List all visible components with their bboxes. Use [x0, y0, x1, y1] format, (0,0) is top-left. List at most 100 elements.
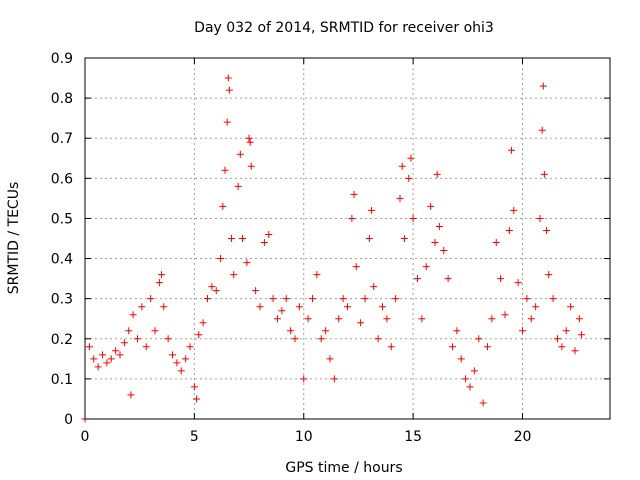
- data-point: [173, 359, 181, 367]
- data-point: [484, 343, 491, 351]
- data-point: [357, 319, 365, 327]
- x-tick-labels: 0 5 10 15 20: [81, 429, 532, 445]
- y-tick-label: 0.2: [51, 332, 73, 348]
- data-point: [457, 355, 465, 363]
- data-point: [219, 202, 227, 210]
- data-point: [405, 174, 413, 182]
- data-point: [155, 279, 163, 287]
- data-point: [230, 271, 238, 279]
- data-point: [282, 295, 290, 303]
- data-point: [186, 343, 194, 351]
- data-point: [217, 255, 225, 263]
- data-point: [536, 214, 544, 222]
- data-point: [545, 271, 553, 279]
- data-point: [260, 239, 268, 247]
- data-point: [368, 206, 376, 214]
- data-point: [344, 303, 351, 311]
- data-point: [523, 295, 531, 303]
- data-point: [304, 315, 312, 323]
- data-point: [497, 275, 505, 283]
- data-points: [81, 74, 586, 423]
- data-point: [539, 82, 547, 90]
- data-point: [245, 134, 253, 142]
- data-point: [236, 150, 244, 158]
- data-point: [193, 395, 201, 403]
- y-tick-label: 0.5: [51, 211, 73, 227]
- data-point: [256, 303, 264, 311]
- data-point: [169, 351, 176, 359]
- data-point: [322, 327, 330, 335]
- data-point: [164, 335, 172, 343]
- data-point: [90, 355, 98, 363]
- x-tick-label: 0: [81, 429, 90, 445]
- data-point: [160, 303, 168, 311]
- data-point: [339, 295, 347, 303]
- data-point: [370, 283, 378, 291]
- data-point: [433, 170, 441, 178]
- data-point: [365, 235, 373, 242]
- data-point: [107, 355, 115, 363]
- data-point: [462, 375, 470, 383]
- y-tick-label: 0.7: [51, 131, 73, 147]
- data-point: [510, 206, 518, 214]
- data-point: [190, 383, 198, 391]
- y-tick-label: 0: [64, 412, 73, 428]
- data-point: [94, 363, 102, 371]
- data-point: [361, 295, 369, 303]
- data-point: [269, 295, 277, 303]
- data-point: [488, 315, 496, 323]
- y-tick-labels: 0 0.1 0.2 0.3 0.4 0.5 0.6 0.7 0.8 0.9: [51, 51, 73, 428]
- y-tick-label: 0.8: [51, 91, 73, 107]
- data-point: [134, 335, 141, 343]
- data-point: [348, 214, 356, 222]
- data-point: [265, 230, 273, 238]
- y-tick-label: 0.1: [51, 372, 73, 388]
- data-point: [151, 327, 159, 335]
- data-point: [571, 347, 579, 355]
- axis-ticks: [84, 57, 610, 420]
- data-point: [440, 247, 448, 255]
- y-tick-label: 0.9: [51, 51, 73, 67]
- data-point: [527, 315, 535, 323]
- data-point: [508, 146, 516, 154]
- data-point: [330, 375, 338, 383]
- data-point: [208, 283, 216, 291]
- data-point: [246, 138, 254, 146]
- data-point: [223, 118, 231, 126]
- data-point: [147, 295, 155, 303]
- data-point: [182, 355, 190, 363]
- data-point: [224, 74, 232, 82]
- data-point: [287, 327, 295, 335]
- data-point: [398, 162, 406, 170]
- data-point: [575, 315, 583, 323]
- data-point: [239, 235, 246, 242]
- data-point: [543, 226, 551, 234]
- data-point: [379, 303, 386, 311]
- data-point: [578, 331, 586, 339]
- data-point: [407, 154, 415, 162]
- data-point: [562, 327, 570, 335]
- data-point: [142, 343, 150, 351]
- data-point: [396, 194, 404, 202]
- chart-title: Day 032 of 2014, SRMTID for receiver ohi…: [194, 20, 494, 36]
- data-point: [300, 375, 308, 383]
- x-tick-label: 10: [295, 429, 313, 445]
- data-point: [278, 307, 286, 315]
- data-point: [199, 319, 207, 327]
- data-point: [383, 315, 391, 323]
- x-tick-label: 20: [514, 429, 532, 445]
- data-point: [418, 315, 426, 323]
- data-point: [422, 263, 430, 271]
- data-point: [195, 331, 203, 339]
- data-point: [252, 287, 260, 295]
- data-point: [103, 359, 111, 367]
- data-point: [549, 295, 557, 303]
- data-point: [392, 295, 400, 303]
- data-point: [228, 235, 236, 242]
- data-point: [475, 335, 483, 343]
- data-point: [567, 303, 575, 311]
- data-point: [505, 226, 513, 234]
- data-point: [453, 327, 461, 335]
